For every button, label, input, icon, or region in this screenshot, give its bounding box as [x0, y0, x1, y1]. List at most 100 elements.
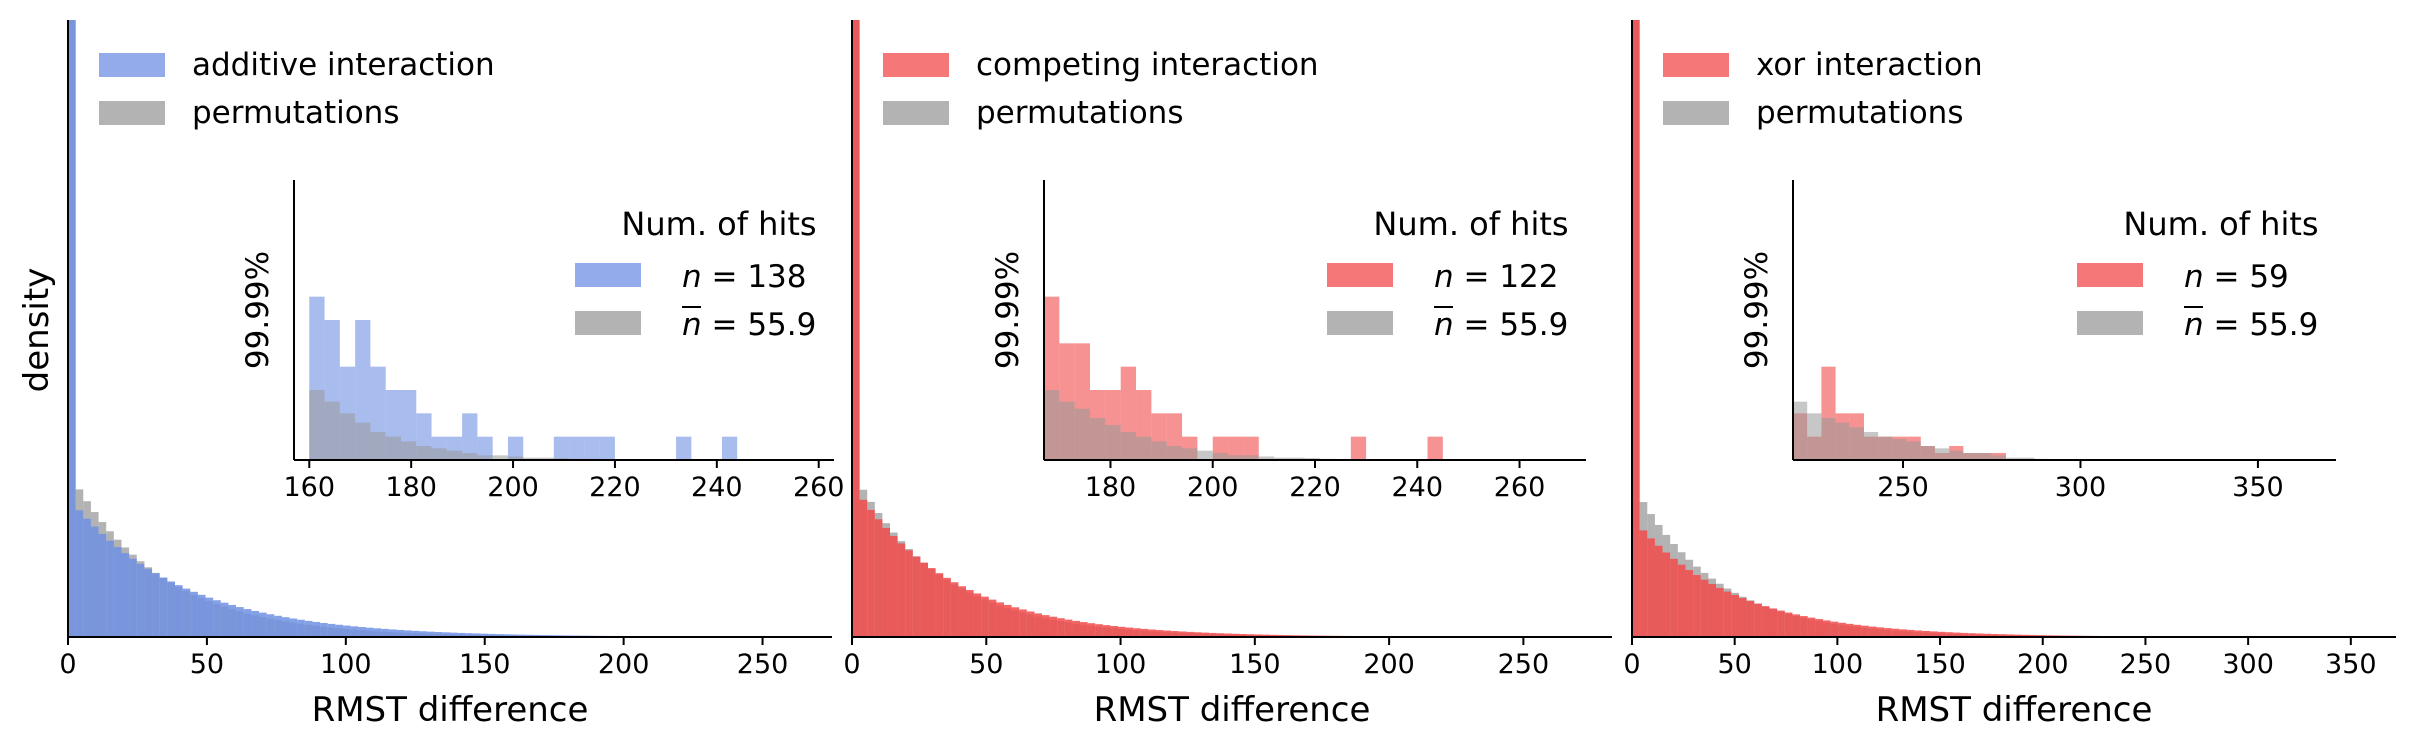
bar-series [1095, 624, 1103, 637]
inset-x-tick-label: 260 [793, 472, 845, 503]
inset-bar-permutations [1105, 425, 1120, 460]
inset-bar-permutations [432, 448, 447, 460]
bar-series [860, 500, 868, 637]
bar-series [1019, 609, 1027, 637]
bar-series [1103, 625, 1111, 637]
inset-y-axis-label: 99.99% [240, 251, 276, 369]
x-tick-label: 300 [2222, 649, 2274, 680]
legend-swatch-permutations [1663, 101, 1729, 125]
x-tick-label: 0 [1623, 649, 1640, 680]
x-axis-label: RMST difference [1876, 690, 2153, 730]
bar-series [251, 611, 259, 637]
inset-bar-permutations [1182, 448, 1197, 460]
bar-series [1884, 628, 1892, 637]
inset-bar-permutations [1807, 413, 1821, 460]
legend: xor interaction permutations [1663, 47, 1983, 131]
inset-x-tick-label: 200 [1187, 472, 1239, 503]
bar-series [1640, 530, 1648, 637]
inset-x-tick-label: 240 [1391, 472, 1443, 503]
nbar-symbol: n [682, 307, 702, 343]
inset-legend-hits: n = 122 [1434, 259, 1559, 295]
n-value: = 59 [2204, 259, 2289, 295]
inset-bar-permutations [1907, 441, 1921, 460]
x-tick-label: 250 [2120, 649, 2172, 680]
nbar-symbol: n [2184, 307, 2204, 343]
bar-series [381, 629, 389, 637]
inset-legend-perm: n = 55.9 [682, 307, 816, 343]
inset-bar-permutations [1878, 437, 1892, 460]
legend-label-series: competing interaction [976, 47, 1319, 83]
legend-label-permutations: permutations [976, 95, 1183, 131]
bar-series [312, 622, 320, 637]
nbar-value: = 55.9 [702, 307, 817, 343]
bar-series [890, 536, 898, 637]
bar-series [244, 609, 252, 637]
x-tick-label: 200 [2017, 649, 2069, 680]
bar-series [152, 573, 160, 637]
legend-swatch-permutations [99, 101, 165, 125]
legend-label-permutations: permutations [192, 95, 399, 131]
inset-legend-title: Num. of hits [621, 205, 816, 243]
inset-bar-permutations [355, 423, 370, 460]
inset-bar-permutations [1044, 390, 1059, 460]
bar-series [190, 592, 198, 637]
bar-series [366, 628, 374, 637]
bar-series [1042, 615, 1050, 637]
inset-legend-swatch-perm [575, 311, 641, 335]
bar-series [305, 621, 313, 637]
bar-series [183, 589, 191, 637]
bar-series [1823, 620, 1831, 637]
bar-series [1800, 616, 1808, 637]
inset-x-tick-label: 300 [2055, 472, 2107, 503]
inset-legend-hits: n = 138 [682, 259, 807, 295]
bar-series [966, 590, 974, 637]
bar-series [943, 578, 951, 637]
inset-bar-hits [1427, 437, 1442, 460]
inset-bar-permutations [447, 451, 462, 460]
x-tick-label: 100 [1812, 649, 1864, 680]
legend-swatch-permutations [883, 101, 949, 125]
bar-series [1693, 575, 1701, 637]
bar-series [1065, 620, 1073, 637]
bar-series [1027, 612, 1035, 637]
n-symbol: n [2184, 259, 2204, 295]
inset-bar-permutations [1821, 418, 1835, 460]
inset-bar-hits [569, 437, 584, 460]
inset-bar-permutations [1864, 432, 1878, 460]
inset-x-tick-label: 180 [1085, 472, 1137, 503]
bar-series [1080, 622, 1088, 637]
bar-series [1156, 630, 1164, 637]
bar-series [1831, 622, 1839, 637]
x-tick-label: 150 [1914, 649, 1966, 680]
bar-series [936, 573, 944, 637]
inset-bar-permutations [1151, 441, 1166, 460]
bar-series [1838, 623, 1846, 637]
bar-series [213, 600, 221, 637]
bar-series [1724, 592, 1732, 637]
x-tick-label: 100 [320, 649, 372, 680]
inset-legend-swatch-hits [1327, 263, 1393, 287]
inset-bar-permutations [325, 402, 340, 460]
bar-series [1632, 20, 1640, 637]
bar-series [121, 553, 129, 637]
bar-series [1148, 630, 1156, 637]
bar-series [198, 595, 206, 637]
inset-bar-permutations [370, 432, 385, 460]
inset-x-tick-label: 220 [589, 472, 641, 503]
inset-bar-hits [676, 437, 691, 460]
bar-series [867, 510, 875, 637]
bar-series [905, 550, 913, 637]
x-tick-label: 0 [59, 649, 76, 680]
inset-x-tick-label: 220 [1289, 472, 1341, 503]
bar-series [389, 629, 397, 637]
x-tick-label: 0 [843, 649, 860, 680]
legend: additive interaction permutations [99, 47, 495, 131]
bar-series [882, 528, 890, 637]
inset-bar-permutations [1121, 432, 1136, 460]
bar-series [83, 519, 91, 637]
